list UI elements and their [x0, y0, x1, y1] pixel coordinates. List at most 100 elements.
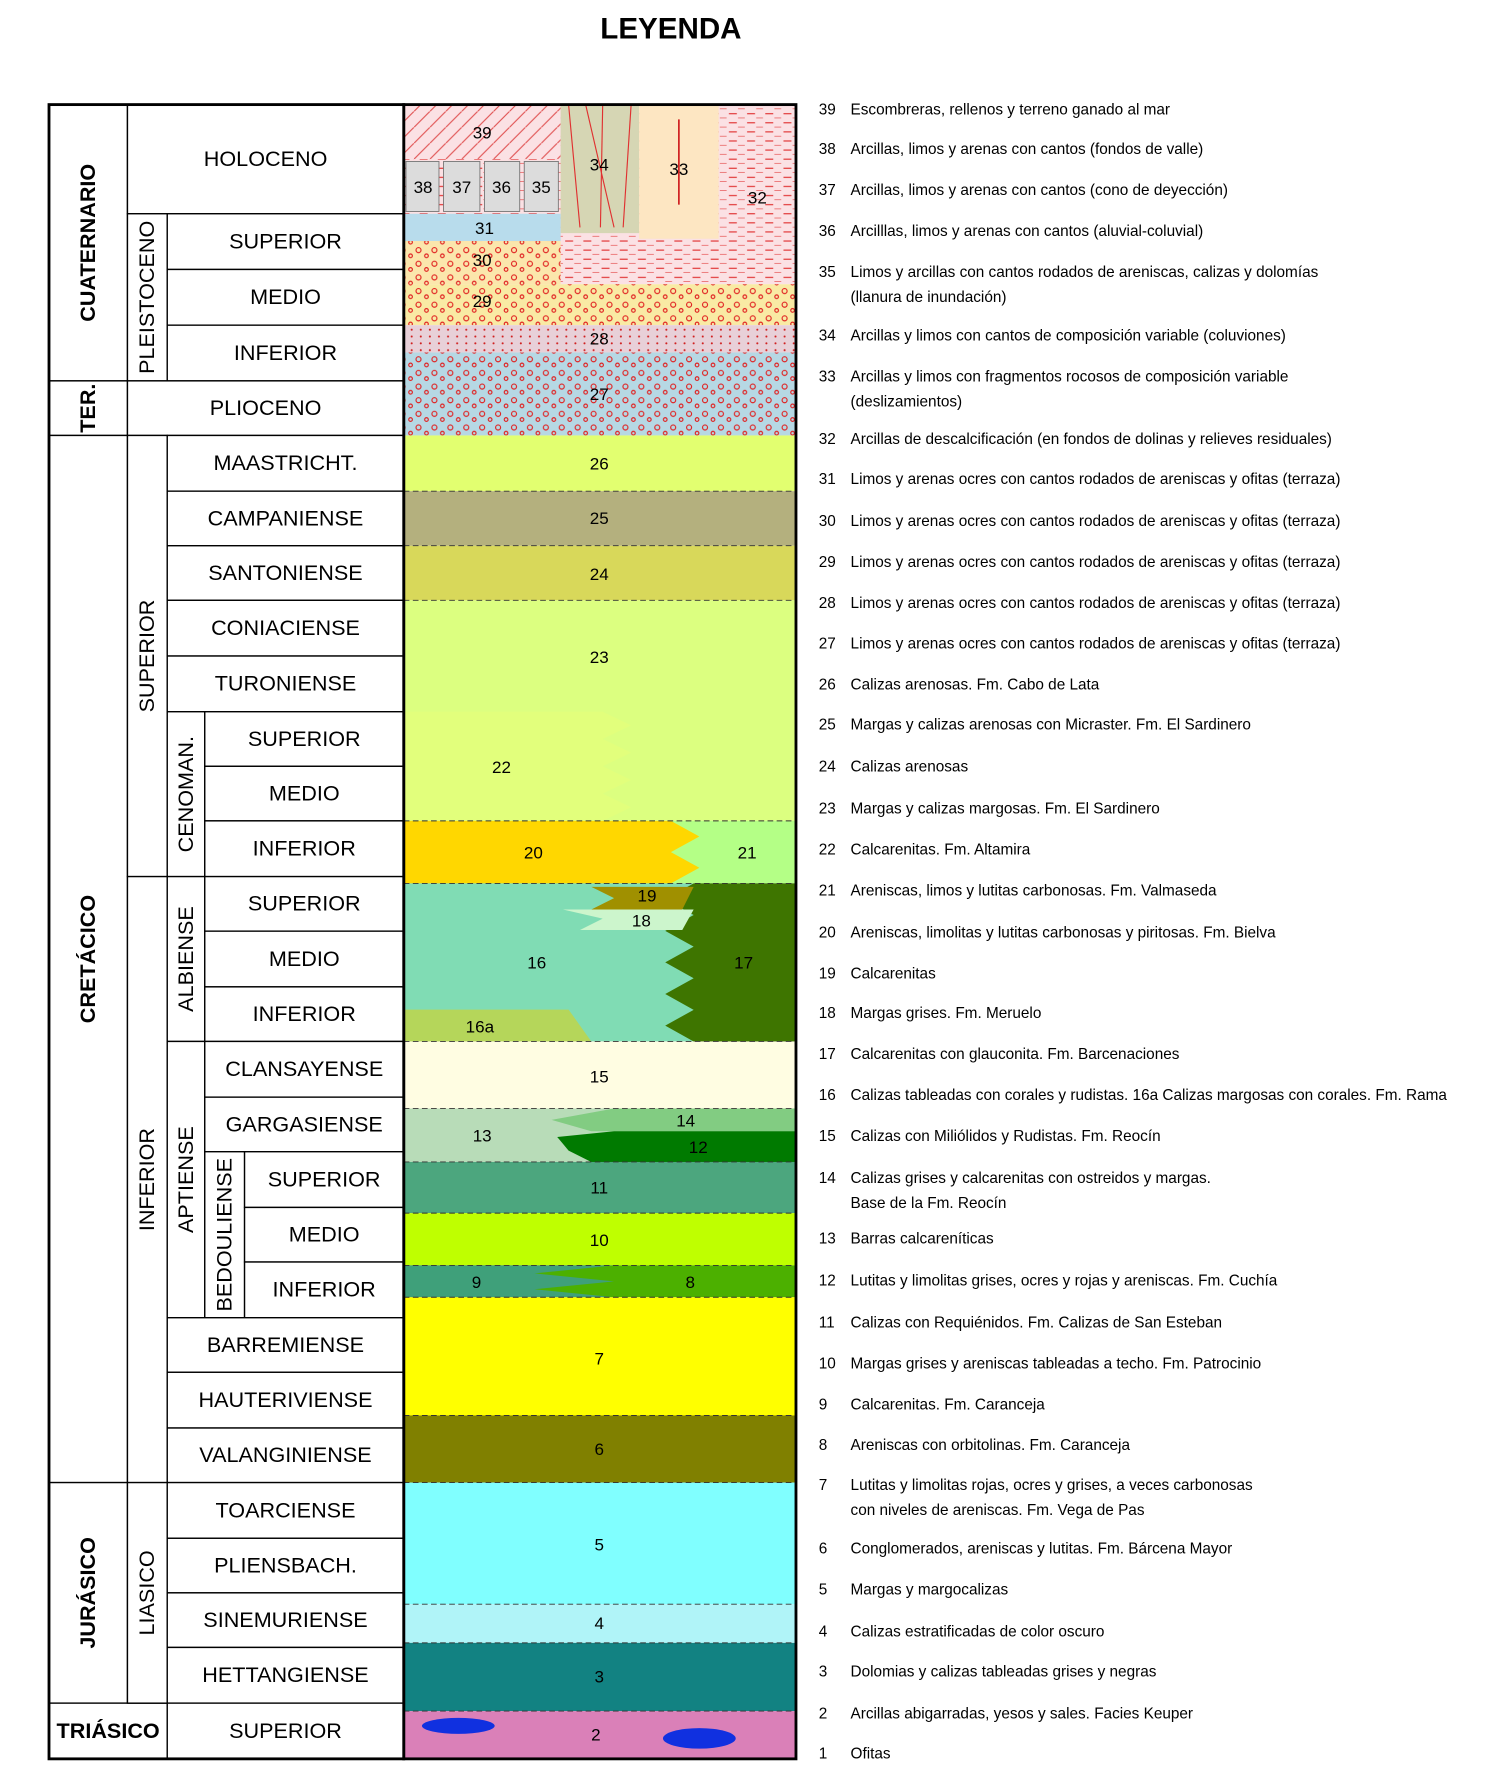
legend-text: Limos y arenas ocres con cantos rodados … [851, 471, 1341, 488]
legend-text: Calcarenitas. Fm. Altamira [851, 841, 1031, 858]
stage-label: HAUTERIVIENSE [198, 1387, 372, 1412]
stage-label: ALBIENSE [173, 906, 198, 1012]
stage-label: SUPERIOR [134, 600, 159, 713]
unit-area [403, 1009, 592, 1042]
legend-number: 2 [819, 1706, 828, 1723]
legend-number: 8 [819, 1437, 828, 1454]
unit-label: 18 [632, 912, 651, 931]
table-cell [204, 1096, 405, 1153]
stage-label: INFERIOR [234, 340, 337, 365]
stage-label: SUPERIOR [229, 228, 342, 253]
table-cell [166, 213, 405, 271]
legend-text: Calcarenitas [851, 965, 937, 982]
unit-area [403, 711, 632, 821]
stage-label: PLIOCENO [210, 395, 322, 420]
period-label: TRIÁSICO [57, 1718, 160, 1743]
table-cell [126, 434, 168, 878]
stage-label: GARGASIENSE [226, 1111, 383, 1136]
stage-label: CONIACIENSE [211, 615, 360, 640]
unit-label: 29 [473, 292, 492, 311]
legend-text: Barras calcareníticas [851, 1230, 994, 1247]
legend-text: Calizas grises y calcarenitas con ostrei… [851, 1170, 1211, 1187]
legend-text: Margas grises. Fm. Meruelo [851, 1005, 1042, 1022]
stage-label: MEDIO [250, 284, 321, 309]
unit-pattern [403, 241, 561, 285]
stage-label: PLEISTOCENO [134, 221, 159, 374]
legend-number: 11 [819, 1314, 835, 1331]
legend-text: Calcarenitas con glauconita. Fm. Barcena… [851, 1046, 1180, 1063]
legend-number: 6 [819, 1541, 828, 1558]
table-cell [126, 1481, 168, 1704]
unit-label: 13 [473, 1126, 492, 1145]
unit-area [405, 160, 440, 212]
unit-label: 4 [595, 1614, 604, 1633]
unit-pattern [622, 104, 632, 228]
unit-label: 38 [414, 178, 433, 197]
table-cell [126, 380, 405, 437]
legend-number: 39 [819, 101, 836, 118]
legend-number: 30 [819, 513, 836, 530]
legend-number: 22 [819, 841, 836, 858]
unit-area [403, 1415, 796, 1483]
table-cell [243, 1261, 405, 1319]
legend-text: Calizas con Miliólidos y Rudistas. Fm. R… [851, 1128, 1161, 1145]
legend-number: 4 [819, 1624, 828, 1641]
legend-text: Conglomerados, areniscas y lutitas. Fm. … [851, 1541, 1233, 1558]
legend-text: (llanura de inundación) [851, 289, 1007, 306]
stage-label: PLIENSBACH. [214, 1552, 357, 1577]
unit-area [403, 435, 796, 492]
unit-label: 5 [595, 1536, 604, 1555]
stage-label: TURONIENSE [215, 671, 357, 696]
unit-area [403, 1604, 796, 1643]
legend-number: 37 [819, 182, 836, 199]
table-cell [166, 1371, 405, 1429]
legend-text: Arcillas, limos y arenas con cantos (con… [851, 182, 1228, 199]
legend-number: 18 [819, 1005, 836, 1022]
stage-label: CLANSAYENSE [225, 1056, 383, 1081]
unit-area [562, 909, 694, 931]
unit-label: 15 [590, 1067, 609, 1086]
table-frame [47, 103, 406, 1761]
unit-pattern [403, 325, 796, 353]
unit-area [403, 1213, 796, 1266]
unit-area [443, 160, 481, 212]
unit-label: 8 [685, 1273, 694, 1292]
stage-label: SINEMURIENSE [203, 1607, 367, 1632]
legend-text: Lutitas y limolitas rojas, ocres y grise… [851, 1477, 1253, 1494]
legend-number: 21 [819, 882, 836, 899]
legend-text: Calizas tableadas con corales y rudistas… [851, 1087, 1448, 1104]
stage-label: HETTANGIENSE [202, 1662, 368, 1687]
legend-text: Limos y arenas ocres con cantos rodados … [851, 595, 1341, 612]
stage-label: INFERIOR [253, 1001, 356, 1026]
table-cell [48, 434, 129, 1484]
legend-text: Dolomias y calizas tableadas grises y ne… [851, 1663, 1157, 1680]
unit-pattern [403, 352, 796, 436]
legend-text: Areniscas, limolitas y lutitas carbonosa… [851, 924, 1277, 941]
unit-label: 7 [595, 1349, 604, 1368]
stage-label: INFERIOR [134, 1128, 159, 1231]
legend-number: 1 [819, 1745, 828, 1762]
legend-text: Areniscas, limos y lutitas carbonosas. F… [851, 882, 1218, 899]
legend-number: 35 [819, 264, 836, 281]
unit-area [403, 1297, 796, 1416]
table-cell [204, 930, 405, 988]
stage-label: INFERIOR [273, 1277, 376, 1302]
unit-area [523, 160, 559, 212]
table-cell [204, 765, 405, 822]
table-cell [166, 1537, 405, 1594]
table-cell [243, 1151, 405, 1209]
unit-label: 3 [595, 1668, 604, 1687]
unit-label: 33 [669, 160, 688, 179]
legend-number: 19 [819, 965, 836, 982]
unit-label: 39 [473, 124, 492, 143]
table-cell [166, 1646, 405, 1704]
stage-label: MEDIO [269, 946, 340, 971]
ofita-body [421, 1717, 495, 1734]
unit-area [403, 1482, 796, 1605]
unit-pattern [568, 104, 581, 228]
legend-text: Base de la Fm. Reocín [851, 1195, 1007, 1212]
period-label: JURÁSICO [75, 1537, 100, 1649]
legend-number: 38 [819, 141, 836, 158]
unit-label: 31 [475, 219, 494, 238]
